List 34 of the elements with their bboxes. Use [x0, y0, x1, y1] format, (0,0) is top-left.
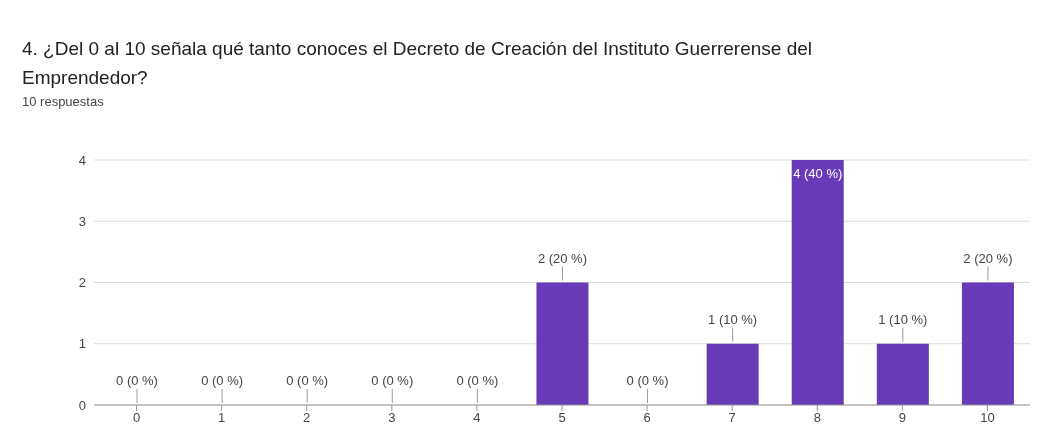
y-tick-label: 4	[78, 152, 86, 168]
x-tick-label: 3	[388, 410, 396, 426]
x-tick-label: 5	[558, 410, 566, 426]
x-tick-label: 1	[218, 410, 226, 426]
data-label: 1 (10 %)	[878, 311, 928, 327]
x-tick-label: 10	[980, 410, 995, 426]
y-tick-label: 1	[78, 336, 86, 352]
x-tick-label: 8	[813, 410, 821, 426]
chart-subtitle: 10 respuestas	[22, 94, 104, 109]
bar	[961, 282, 1014, 405]
x-tick-label: 2	[303, 410, 311, 426]
data-label: 0 (0 %)	[626, 373, 669, 388]
data-label: 1 (10 %)	[708, 311, 758, 327]
data-label: 0 (0 %)	[116, 373, 158, 388]
y-tick-label: 0	[78, 397, 86, 413]
y-tick-label: 3	[78, 213, 86, 229]
data-label: 4 (40 %)	[793, 166, 843, 181]
data-label: 2 (20 %)	[963, 250, 1013, 266]
data-label: 0 (0 %)	[286, 373, 329, 388]
chart-title: 4. ¿Del 0 al 10 señala qué tanto conoces el Decreto de Creación del Instituto Guerrerense del Emprendedor?	[22, 37, 814, 90]
x-tick-label: 4	[473, 410, 481, 426]
data-label: 0 (0 %)	[201, 373, 244, 388]
data-label: 0 (0 %)	[456, 373, 499, 388]
x-tick-label: 6	[643, 410, 651, 426]
bar	[536, 282, 589, 405]
x-tick-label: 0	[132, 410, 141, 426]
bar	[791, 160, 844, 405]
bar	[876, 343, 929, 405]
x-tick-label: 9	[898, 410, 906, 426]
x-tick-label: 7	[728, 410, 736, 426]
data-label: 0 (0 %)	[371, 373, 414, 388]
bar	[706, 343, 759, 405]
data-label: 2 (20 %)	[537, 250, 588, 266]
y-tick-label: 2	[78, 275, 86, 291]
